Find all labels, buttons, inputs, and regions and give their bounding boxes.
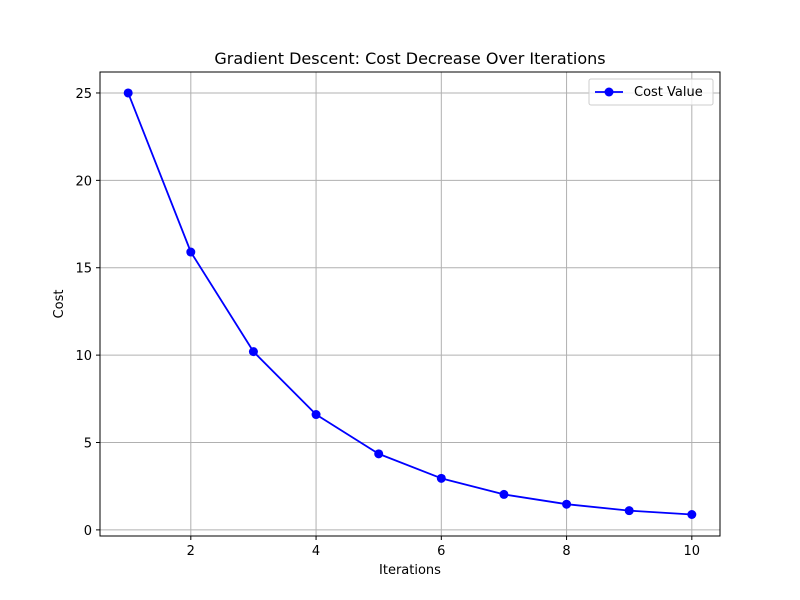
series-layer bbox=[123, 88, 697, 520]
y-tick-label: 20 bbox=[75, 174, 92, 189]
data-point bbox=[624, 506, 634, 516]
chart-title: Gradient Descent: Cost Decrease Over Ite… bbox=[214, 49, 605, 68]
data-point bbox=[311, 410, 321, 420]
data-point bbox=[499, 489, 509, 499]
x-tick-label: 4 bbox=[312, 544, 320, 559]
legend-box bbox=[588, 78, 714, 106]
data-point bbox=[436, 473, 446, 483]
y-tick-label: 0 bbox=[84, 524, 92, 539]
legend: Cost Value bbox=[588, 78, 714, 106]
x-tick-label: 8 bbox=[562, 544, 570, 559]
data-point bbox=[186, 247, 196, 257]
y-tick-label: 5 bbox=[84, 437, 92, 452]
x-axis-ticks: 2 4 6 8 10 bbox=[187, 536, 700, 559]
x-tick-label: 6 bbox=[437, 544, 445, 559]
y-axis-ticks: 0 5 10 15 20 25 bbox=[75, 87, 100, 539]
x-tick-label: 2 bbox=[187, 544, 195, 559]
plot-area-frame bbox=[99, 71, 721, 537]
x-tick-label: 10 bbox=[684, 544, 701, 559]
y-axis-label: Cost bbox=[52, 290, 67, 319]
legend-label: Cost Value bbox=[634, 85, 703, 100]
legend-marker-swatch bbox=[604, 87, 614, 97]
data-point bbox=[562, 499, 572, 509]
data-point bbox=[123, 88, 133, 98]
y-tick-label: 15 bbox=[75, 262, 92, 277]
data-point bbox=[374, 449, 384, 459]
x-axis-label: Iterations bbox=[379, 563, 441, 578]
data-point bbox=[687, 510, 697, 520]
series-line bbox=[127, 92, 692, 516]
data-point bbox=[248, 347, 258, 357]
y-tick-label: 25 bbox=[75, 87, 92, 102]
y-tick-label: 10 bbox=[75, 349, 92, 364]
